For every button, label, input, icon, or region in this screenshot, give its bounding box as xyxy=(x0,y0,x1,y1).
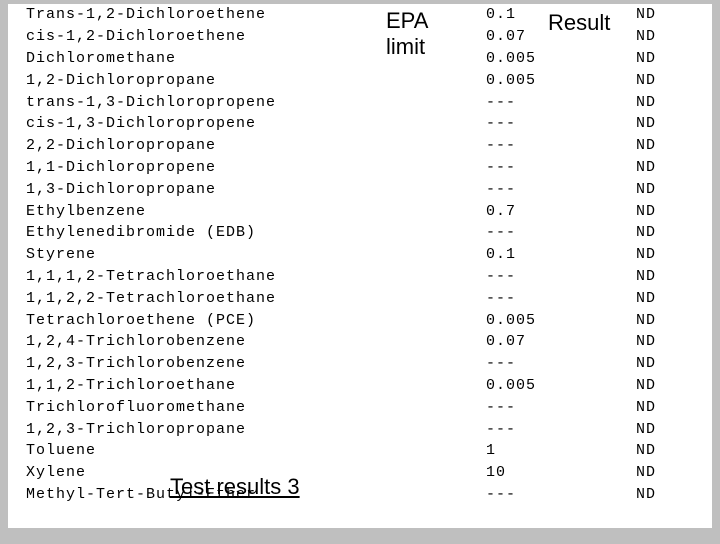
epa-limit-value: --- xyxy=(486,486,636,503)
result-value: ND xyxy=(636,6,696,23)
epa-limit-value: 0.005 xyxy=(486,377,636,394)
compound-name: Toluene xyxy=(8,442,486,459)
compound-name: 1,2-Dichloropropane xyxy=(8,72,486,89)
epa-limit-value: --- xyxy=(486,399,636,416)
table-row: Tetrachloroethene (PCE)0.005ND xyxy=(8,309,712,331)
table-row: Xylene10ND xyxy=(8,462,712,484)
compound-name: Ethylenedibromide (EDB) xyxy=(8,224,486,241)
annotation-limit: limit xyxy=(386,34,425,60)
result-value: ND xyxy=(636,312,696,329)
results-table: Trans-1,2-Dichloroethene0.1NDcis-1,2-Dic… xyxy=(8,4,712,505)
result-value: ND xyxy=(636,115,696,132)
epa-limit-value: 0.7 xyxy=(486,203,636,220)
epa-limit-value: --- xyxy=(486,181,636,198)
result-value: ND xyxy=(636,224,696,241)
result-value: ND xyxy=(636,181,696,198)
result-value: ND xyxy=(636,28,696,45)
result-value: ND xyxy=(636,94,696,111)
table-row: 1,2-Dichloropropane0.005ND xyxy=(8,69,712,91)
table-row: 1,2,3-Trichloropropane---ND xyxy=(8,418,712,440)
compound-name: 1,1,2-Trichloroethane xyxy=(8,377,486,394)
epa-limit-value: --- xyxy=(486,268,636,285)
result-value: ND xyxy=(636,355,696,372)
epa-limit-value: --- xyxy=(486,115,636,132)
epa-limit-value: --- xyxy=(486,224,636,241)
compound-name: 1,2,3-Trichlorobenzene xyxy=(8,355,486,372)
table-row: 1,1-Dichloropropene---ND xyxy=(8,157,712,179)
table-row: 1,3-Dichloropropane---ND xyxy=(8,178,712,200)
table-row: cis-1,3-Dichloropropene---ND xyxy=(8,113,712,135)
compound-name: Ethylbenzene xyxy=(8,203,486,220)
annotation-epa: EPA xyxy=(386,8,428,34)
table-row: Methyl-Tert-Butyl-Ether---ND xyxy=(8,484,712,506)
result-value: ND xyxy=(636,203,696,220)
result-value: ND xyxy=(636,442,696,459)
table-row: Ethylbenzene0.7ND xyxy=(8,200,712,222)
table-row: 1,1,2,2-Tetrachloroethane---ND xyxy=(8,287,712,309)
compound-name: Trichlorofluoromethane xyxy=(8,399,486,416)
table-row: Styrene0.1ND xyxy=(8,244,712,266)
result-value: ND xyxy=(636,421,696,438)
epa-limit-value: 0.005 xyxy=(486,312,636,329)
epa-limit-value: --- xyxy=(486,94,636,111)
table-row: 1,2,3-Trichlorobenzene---ND xyxy=(8,353,712,375)
compound-name: 1,1,1,2-Tetrachloroethane xyxy=(8,268,486,285)
result-value: ND xyxy=(636,399,696,416)
table-row: Ethylenedibromide (EDB)---ND xyxy=(8,222,712,244)
compound-name: Styrene xyxy=(8,246,486,263)
epa-limit-value: 0.005 xyxy=(486,72,636,89)
result-value: ND xyxy=(636,50,696,67)
compound-name: trans-1,3-Dichloropropene xyxy=(8,94,486,111)
result-value: ND xyxy=(636,268,696,285)
result-value: ND xyxy=(636,72,696,89)
epa-limit-value: 1 xyxy=(486,442,636,459)
compound-name: Tetrachloroethene (PCE) xyxy=(8,312,486,329)
result-value: ND xyxy=(636,246,696,263)
epa-limit-value: 0.1 xyxy=(486,246,636,263)
table-row: Toluene1ND xyxy=(8,440,712,462)
table-row: Trichlorofluoromethane---ND xyxy=(8,396,712,418)
result-value: ND xyxy=(636,486,696,503)
annotation-test: Test results 3 xyxy=(170,474,300,500)
epa-limit-value: --- xyxy=(486,159,636,176)
compound-name: 1,1,2,2-Tetrachloroethane xyxy=(8,290,486,307)
result-value: ND xyxy=(636,290,696,307)
table-row: Dichloromethane0.005ND xyxy=(8,48,712,70)
epa-limit-value: 10 xyxy=(486,464,636,481)
compound-name: 1,3-Dichloropropane xyxy=(8,181,486,198)
result-value: ND xyxy=(636,377,696,394)
table-row: 2,2-Dichloropropane---ND xyxy=(8,135,712,157)
result-value: ND xyxy=(636,137,696,154)
compound-name: 1,1-Dichloropropene xyxy=(8,159,486,176)
table-row: trans-1,3-Dichloropropene---ND xyxy=(8,91,712,113)
epa-limit-value: 0.07 xyxy=(486,333,636,350)
epa-limit-value: --- xyxy=(486,137,636,154)
epa-limit-value: --- xyxy=(486,290,636,307)
compound-name: cis-1,3-Dichloropropene xyxy=(8,115,486,132)
report-page: EPA limit Result Test results 3 Trans-1,… xyxy=(8,4,712,528)
table-row: 1,1,1,2-Tetrachloroethane---ND xyxy=(8,266,712,288)
result-value: ND xyxy=(636,333,696,350)
result-value: ND xyxy=(636,159,696,176)
compound-name: 1,2,3-Trichloropropane xyxy=(8,421,486,438)
compound-name: 2,2-Dichloropropane xyxy=(8,137,486,154)
table-row: 1,2,4-Trichlorobenzene0.07ND xyxy=(8,331,712,353)
compound-name: 1,2,4-Trichlorobenzene xyxy=(8,333,486,350)
epa-limit-value: --- xyxy=(486,421,636,438)
epa-limit-value: 0.005 xyxy=(486,50,636,67)
result-value: ND xyxy=(636,464,696,481)
table-row: 1,1,2-Trichloroethane0.005ND xyxy=(8,375,712,397)
epa-limit-value: --- xyxy=(486,355,636,372)
annotation-result: Result xyxy=(548,10,610,36)
